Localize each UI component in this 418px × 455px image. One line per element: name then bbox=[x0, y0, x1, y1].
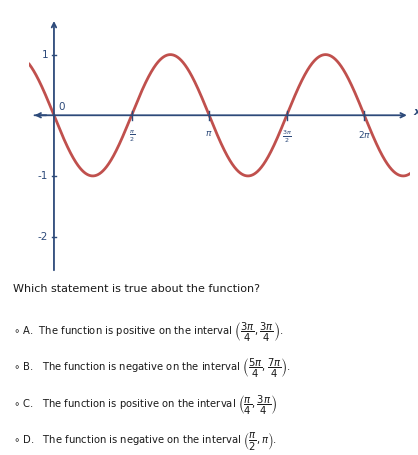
Text: x: x bbox=[413, 106, 418, 116]
Text: $2\pi$: $2\pi$ bbox=[358, 129, 371, 140]
Text: $\frac{\pi}{2}$: $\frac{\pi}{2}$ bbox=[129, 129, 135, 144]
Text: $\circ$ C.   The function is positive on the interval $\left(\dfrac{\pi}{4},\dfr: $\circ$ C. The function is positive on t… bbox=[13, 394, 277, 417]
Text: $\circ$ B.   The function is negative on the interval $\left(\dfrac{5\pi}{4},\df: $\circ$ B. The function is negative on t… bbox=[13, 357, 291, 380]
Text: -1: -1 bbox=[38, 171, 48, 181]
Text: $\circ$ A.  The function is positive on the interval $\left(\dfrac{3\pi}{4},\dfr: $\circ$ A. The function is positive on t… bbox=[13, 321, 283, 344]
Text: Which statement is true about the function?: Which statement is true about the functi… bbox=[13, 284, 260, 294]
Text: 1: 1 bbox=[41, 50, 48, 60]
Text: 0: 0 bbox=[58, 102, 64, 112]
Text: $\frac{3\pi}{2}$: $\frac{3\pi}{2}$ bbox=[282, 129, 292, 145]
Text: $\circ$ D.   The function is negative on the interval $\left(\dfrac{\pi}{2},\pi\: $\circ$ D. The function is negative on t… bbox=[13, 430, 276, 452]
Text: -2: -2 bbox=[38, 232, 48, 242]
Text: $\pi$: $\pi$ bbox=[205, 129, 213, 137]
